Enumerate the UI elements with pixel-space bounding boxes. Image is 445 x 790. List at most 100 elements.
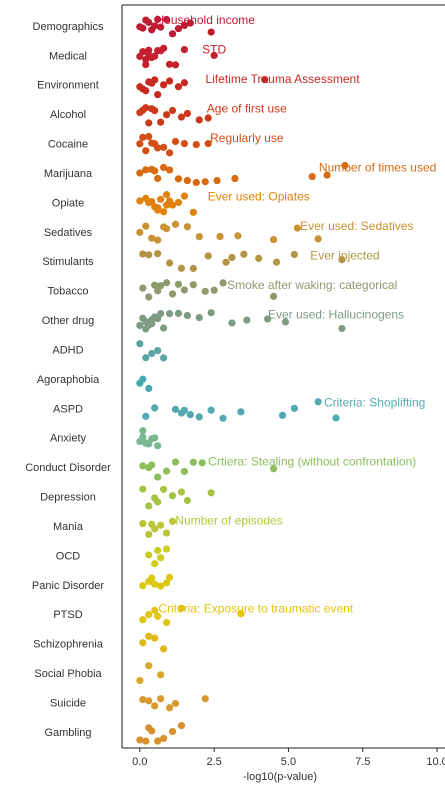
point: [290, 404, 298, 412]
point: [290, 250, 298, 259]
point: [231, 174, 239, 183]
point: [201, 287, 209, 295]
point: [145, 51, 153, 59]
point: [145, 251, 153, 259]
point: [139, 427, 147, 435]
point: [145, 632, 153, 640]
point: [139, 24, 147, 32]
point: [142, 87, 150, 95]
point: [269, 292, 278, 300]
point: [160, 208, 168, 216]
point: [174, 198, 183, 207]
point: [148, 461, 156, 469]
point: [189, 281, 197, 289]
point: [160, 734, 168, 743]
point: [136, 228, 144, 236]
point: [142, 412, 150, 420]
point: [314, 235, 322, 243]
point: [261, 75, 269, 84]
point: [136, 140, 144, 148]
point: [207, 489, 215, 497]
point: [183, 176, 191, 185]
point: [237, 610, 245, 618]
point: [145, 293, 153, 301]
point: [162, 191, 171, 199]
annotation: Smoke after waking: categorical: [227, 278, 397, 292]
point: [162, 467, 171, 475]
point: [157, 118, 165, 126]
point: [183, 496, 191, 505]
y-tick-label: Gambling: [44, 727, 91, 739]
point: [145, 132, 153, 141]
point: [272, 258, 281, 266]
point: [278, 411, 287, 419]
point: [154, 473, 162, 481]
point: [142, 61, 150, 69]
point: [157, 554, 165, 562]
point: [165, 259, 174, 267]
point: [165, 573, 174, 582]
point: [180, 286, 189, 294]
y-tick-label: ADHD: [52, 344, 83, 356]
point: [139, 616, 147, 624]
point: [157, 582, 165, 590]
y-tick-label: Agoraphobia: [37, 374, 100, 386]
point: [168, 492, 177, 500]
point: [142, 166, 150, 174]
point: [145, 199, 153, 207]
point: [195, 116, 203, 124]
annotation: STD: [202, 43, 226, 57]
point: [162, 545, 171, 553]
point: [145, 119, 153, 127]
point: [151, 634, 159, 642]
x-tick-label: 5.0: [281, 756, 296, 768]
point: [136, 736, 144, 744]
y-tick-label: ASPD: [53, 403, 83, 415]
point: [195, 233, 203, 241]
point: [154, 287, 162, 295]
point: [174, 25, 183, 33]
point: [165, 77, 174, 85]
point: [145, 502, 153, 510]
point: [228, 253, 236, 262]
annotation: Number of episodes: [175, 513, 282, 527]
point: [222, 258, 230, 266]
point: [157, 23, 165, 31]
point: [171, 699, 180, 708]
point: [145, 18, 153, 26]
point: [157, 195, 165, 203]
point: [142, 222, 150, 230]
point: [240, 250, 248, 258]
point: [168, 30, 177, 38]
point: [168, 517, 177, 525]
point: [154, 15, 162, 23]
point: [171, 137, 180, 146]
point: [139, 375, 147, 383]
point: [136, 340, 144, 348]
annotation: Ever used: Sedatives: [300, 219, 413, 233]
y-tick-label: Conduct Disorder: [25, 462, 111, 474]
x-tick-label: 2.5: [206, 756, 221, 768]
point: [171, 61, 180, 69]
point: [151, 702, 159, 710]
point: [139, 284, 147, 292]
point: [154, 498, 162, 506]
point: [210, 51, 218, 60]
point: [142, 354, 150, 362]
point: [142, 318, 150, 326]
y-tick-label: Anxiety: [50, 433, 87, 445]
point: [323, 171, 331, 179]
point: [174, 309, 183, 317]
point: [136, 676, 144, 685]
point: [145, 551, 153, 559]
point: [174, 280, 183, 288]
point: [168, 727, 177, 736]
point: [145, 724, 153, 732]
y-tick-label: Alcohol: [50, 109, 86, 121]
point: [142, 737, 150, 745]
point: [148, 316, 156, 324]
point: [168, 106, 177, 115]
y-tick-label: Sedatives: [44, 227, 93, 239]
point: [186, 19, 194, 27]
point: [186, 410, 194, 419]
